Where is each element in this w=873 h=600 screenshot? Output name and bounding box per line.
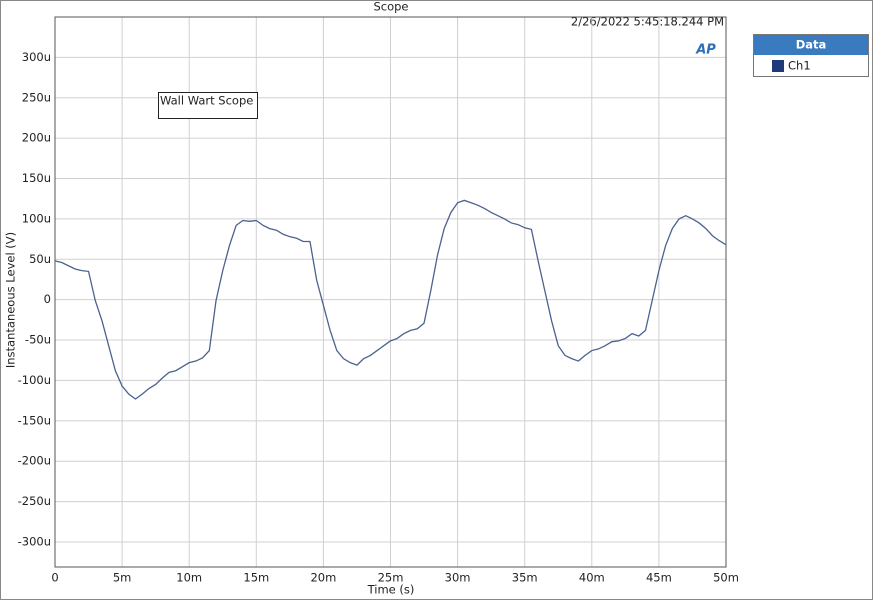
legend-label: Ch1 <box>788 59 811 73</box>
plot-area: -300u -250u -200u -150u -100u -50u 0 50u 100u 150… <box>18 16 739 585</box>
x-tick-label: 10m <box>176 571 202 585</box>
y-tick-label: 100u <box>22 211 51 225</box>
chart-title: Scope <box>373 0 408 14</box>
timestamp: 2/26/2022 5:45:18.244 PM <box>571 15 724 29</box>
y-tick-label: 300u <box>22 50 51 64</box>
y-tick-label: -200u <box>18 454 51 468</box>
y-tick-label: 250u <box>22 90 51 104</box>
x-tick-label: 0 <box>51 571 58 585</box>
y-axis-label: Instantaneous Level (V) <box>4 232 18 368</box>
x-tick-label: 50m <box>713 571 739 585</box>
x-tick-label: 5m <box>113 571 132 585</box>
y-tick-label: -50u <box>25 333 51 347</box>
y-tick-label: 200u <box>22 131 51 145</box>
y-tick-label: -100u <box>18 373 51 387</box>
x-tick-label: 25m <box>378 571 404 585</box>
x-tick-label: 20m <box>310 571 336 585</box>
x-tick-label: 45m <box>646 571 672 585</box>
annotation: Wall Wart Scope <box>160 94 253 108</box>
annotation-box <box>158 92 258 119</box>
x-tick-label: 30m <box>445 571 471 585</box>
x-tick-label: 15m <box>243 571 269 585</box>
series-line <box>54 199 727 400</box>
y-tick-label: -250u <box>18 494 51 508</box>
legend-title: Data <box>796 38 827 52</box>
x-axis-label: Time (s) <box>367 583 415 597</box>
y-tick-label: 0 <box>44 292 51 306</box>
y-tick-label: 50u <box>29 252 51 266</box>
legend-swatch <box>772 60 784 72</box>
legend-header <box>754 35 868 55</box>
x-tick-label: 35m <box>512 571 538 585</box>
y-tick-label: 150u <box>22 171 51 185</box>
ap-logo: AP <box>695 43 716 58</box>
y-tick-label: -150u <box>18 413 51 427</box>
y-tick-label: -300u <box>18 534 51 548</box>
x-tick-label: 40m <box>579 571 605 585</box>
plot-frame <box>54 16 727 568</box>
